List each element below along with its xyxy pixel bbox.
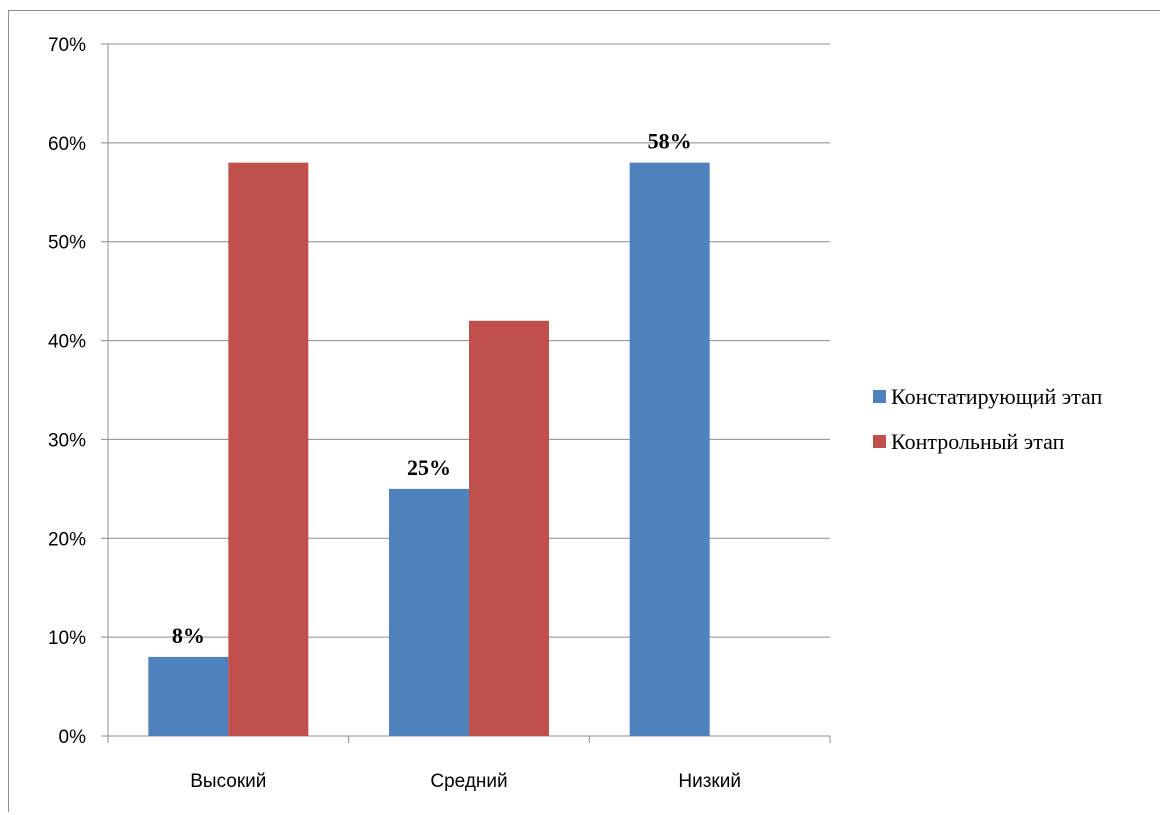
y-tick-label: 20% <box>48 529 86 550</box>
x-tick-label: Низкий <box>678 771 741 792</box>
bar <box>228 162 309 737</box>
y-tick-label: 60% <box>48 134 86 155</box>
y-tick-label: 70% <box>48 35 86 56</box>
legend-label: Констатирующий этап <box>891 384 1103 409</box>
legend-swatch <box>873 435 886 448</box>
data-label: 25% <box>407 455 451 480</box>
data-label: 8% <box>172 623 205 648</box>
y-tick-label: 40% <box>48 332 86 353</box>
chart-frame <box>8 10 1160 812</box>
y-tick-label: 30% <box>48 430 86 451</box>
x-tick-label: Высокий <box>190 771 266 792</box>
y-tick-label: 10% <box>48 628 86 649</box>
bar <box>469 320 549 736</box>
legend-swatch <box>873 390 886 403</box>
bar <box>629 162 710 737</box>
legend-label: Контрольный этап <box>891 429 1065 454</box>
bar <box>389 488 469 736</box>
data-label: 58% <box>648 129 692 154</box>
y-tick-label: 0% <box>59 727 87 748</box>
x-tick-label: Средний <box>430 771 507 792</box>
bar <box>148 656 229 736</box>
y-tick-label: 50% <box>48 233 86 254</box>
